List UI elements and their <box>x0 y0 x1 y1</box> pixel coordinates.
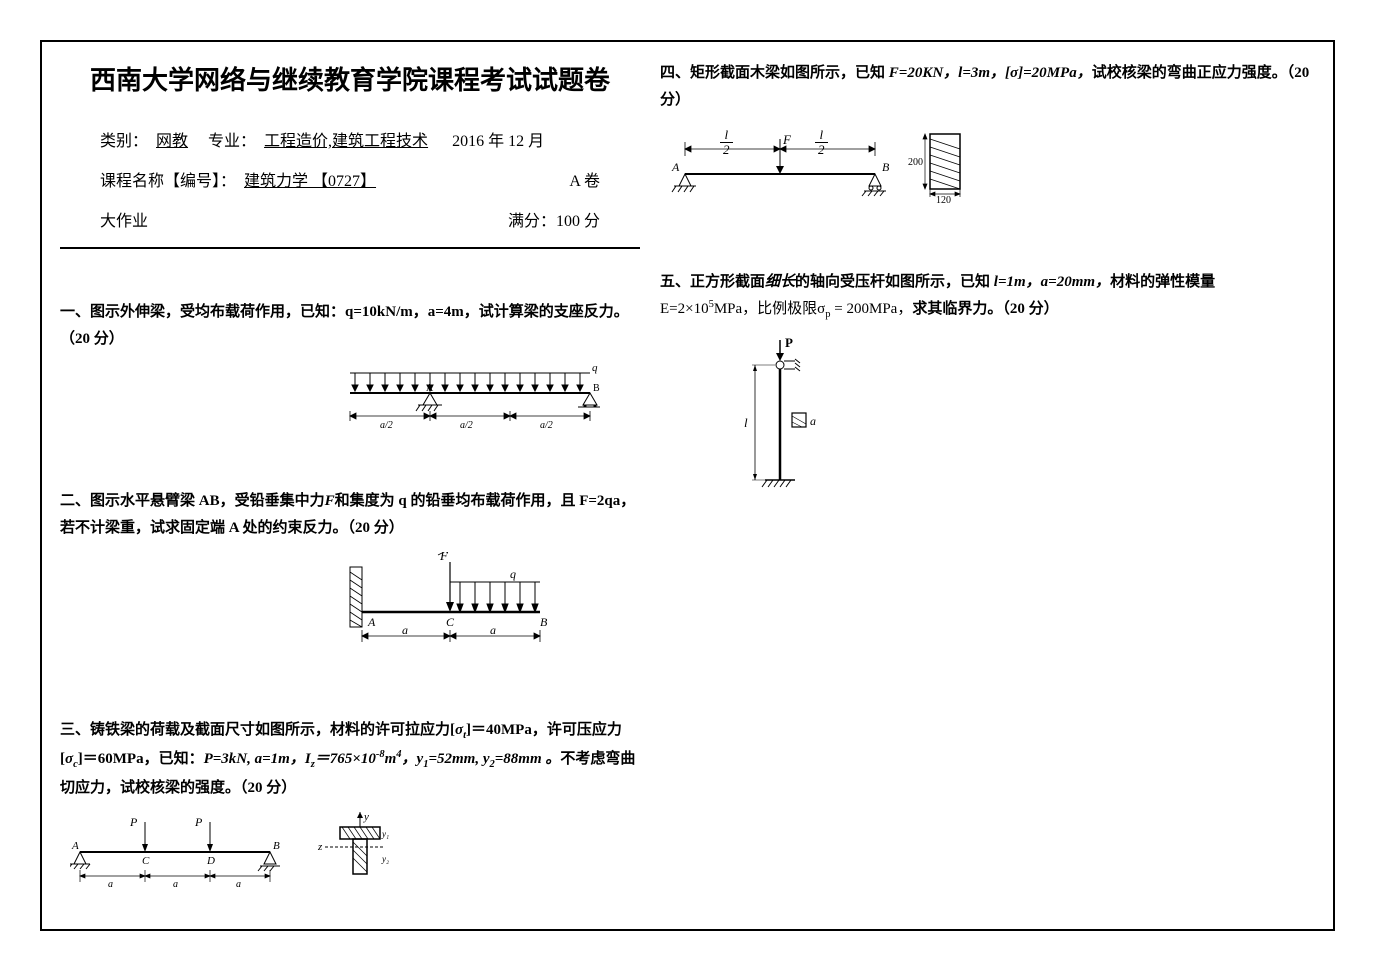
meta-line-3: 大作业 满分：100 分 <box>60 207 640 231</box>
q5-label-a: a <box>810 414 816 428</box>
q2-label-B: B <box>540 615 548 629</box>
q5-thin: 细长 <box>765 274 795 290</box>
q3-label-z: z <box>317 841 323 853</box>
q5-diagram: P l a <box>660 335 1320 510</box>
q3-text-a: 三、铸铁梁的荷载及截面尺寸如图所示，材料的许可拉应力[ <box>60 722 455 738</box>
q3-label-A: A <box>71 840 79 852</box>
q5-param2: E=2×105MPa，比例极限σp = 200MPa， <box>660 301 912 317</box>
q3-label-y: y <box>363 812 369 823</box>
q3-label-P1: P <box>129 815 138 829</box>
q1-label-A: A <box>426 383 434 394</box>
q1-text-a: 一、图示外伸梁，受均布载荷作用，已知： <box>60 304 345 320</box>
label-homework: 大作业 <box>100 213 148 230</box>
q1-text: 一、图示外伸梁，受均布载荷作用，已知：q=10kN/m，a=4m，试计算梁的支座… <box>60 299 640 353</box>
q4-text: 四、矩形截面木梁如图所示，已知 F=20KN，l=3m，[σ]=20MPa，试校… <box>660 60 1320 114</box>
q4-label-A: A <box>671 160 680 174</box>
label-course: 课程名称【编号】： <box>100 173 236 190</box>
value-date: 2016 年 12 月 <box>452 133 544 150</box>
meta-line-2: 课程名称【编号】： 建筑力学 【0727】 A 卷 <box>60 167 640 191</box>
q4-frac-den-1: 2 <box>720 143 733 157</box>
q2-dim-2: a <box>490 623 496 637</box>
q3-label-B: B <box>273 840 280 852</box>
q3-label-D: D <box>206 855 215 867</box>
q2-text: 二、图示水平悬臂梁 AB，受铅垂集中力F和集度为 q 的铅垂均布载荷作用，且 F… <box>60 488 640 542</box>
q1-diagram: q A B <box>60 363 640 438</box>
q5-param1: l=1m，a=20mm， <box>994 274 1110 290</box>
q4-label-B: B <box>882 160 890 174</box>
q3-label-y1: y₁ <box>381 829 389 839</box>
q3-text-c: ]＝60MPa，已知： <box>78 751 204 767</box>
q5-text-a: 五、正方形截面 <box>660 274 765 290</box>
exam-title: 西南大学网络与继续教育学院课程考试试题卷 <box>60 60 640 97</box>
q5-text: 五、正方形截面细长的轴向受压杆如图所示，已知 l=1m，a=20mm，材料的弹性… <box>660 269 1320 325</box>
question-4: 四、矩形截面木梁如图所示，已知 F=20KN，l=3m，[σ]=20MPa，试校… <box>660 60 1320 219</box>
q3-sigma-c: σc <box>65 751 78 767</box>
meta-line-1: 类别： 网教 专业： 工程造价,建筑工程技术 2016 年 12 月 <box>60 127 640 151</box>
right-column: 四、矩形截面木梁如图所示，已知 F=20KN，l=3m，[σ]=20MPa，试校… <box>660 60 1320 560</box>
q4-label-w: 120 <box>936 195 951 206</box>
q5-text-c: 材料的弹性模量 <box>1110 274 1215 290</box>
header-divider <box>60 247 640 249</box>
question-1: 一、图示外伸梁，受均布载荷作用，已知：q=10kN/m，a=4m，试计算梁的支座… <box>60 299 640 438</box>
q2-F: F <box>325 493 335 509</box>
left-column: 西南大学网络与继续教育学院课程考试试题卷 类别： 网教 专业： 工程造价,建筑工… <box>60 60 640 897</box>
q5-text-d: 求其临界力。（20 分） <box>912 301 1058 317</box>
q4-frac-den-2: 2 <box>815 143 828 157</box>
value-major: 工程造价,建筑工程技术 <box>260 133 432 150</box>
q3-text: 三、铸铁梁的荷载及截面尺寸如图所示，材料的许可拉应力[σt]＝40MPa，许可压… <box>60 717 640 802</box>
q1-dim-1: a/2 <box>380 420 393 431</box>
q5-label-l: l <box>744 415 748 430</box>
q3-label-C: C <box>142 855 150 867</box>
value-paper: A 卷 <box>569 167 640 191</box>
q4-diagram: F A B l2 <box>660 124 1320 219</box>
q3-sigma-t: σt <box>455 722 466 738</box>
q4-params: F=20KN，l=3m，[σ]=20MPa， <box>889 65 1092 81</box>
q2-diagram: F q A C B <box>60 552 640 667</box>
q5-text-b: 的轴向受压杆如图所示，已知 <box>795 274 994 290</box>
q3-dim-1: a <box>108 879 113 890</box>
q3-params: P=3kN, a=1m，Iz＝765×10-8m4，y1=52mm, y2=88… <box>204 751 561 767</box>
question-3: 三、铸铁梁的荷载及截面尺寸如图所示，材料的许可拉应力[σt]＝40MPa，许可压… <box>60 717 640 897</box>
q1-dim-3: a/2 <box>540 420 553 431</box>
q2-label-C: C <box>446 615 455 629</box>
q1-dim-2: a/2 <box>460 420 473 431</box>
question-2: 二、图示水平悬臂梁 AB，受铅垂集中力F和集度为 q 的铅垂均布载荷作用，且 F… <box>60 488 640 667</box>
q3-dim-2: a <box>173 879 178 890</box>
q3-dim-3: a <box>236 879 241 890</box>
value-category: 网教 <box>152 133 192 150</box>
q4-label-F: F <box>782 132 792 147</box>
label-major: 专业： <box>208 133 256 150</box>
value-fullscore: 满分：100 分 <box>508 207 640 231</box>
q4-frac-num-2: l <box>815 128 828 143</box>
q4-frac-num-1: l <box>720 128 733 143</box>
q2-dim-1: a <box>402 623 408 637</box>
q2-label-q: q <box>510 567 516 581</box>
q3-label-P2: P <box>194 815 203 829</box>
question-5: 五、正方形截面细长的轴向受压杆如图所示，已知 l=1m，a=20mm，材料的弹性… <box>660 269 1320 510</box>
q1-params: q=10kN/m，a=4m， <box>345 304 479 320</box>
q3-label-y2: y₂ <box>381 854 389 864</box>
q1-label-B: B <box>593 383 600 394</box>
label-category: 类别： <box>100 133 148 150</box>
q3-diagram: P P A B C D <box>60 812 640 897</box>
value-course: 建筑力学 【0727】 <box>240 173 380 190</box>
q4-label-h: 200 <box>908 157 923 168</box>
q4-text-a: 四、矩形截面木梁如图所示，已知 <box>660 65 889 81</box>
q5-label-P: P <box>785 335 793 350</box>
q1-label-q: q <box>592 363 598 374</box>
q2-text-a: 二、图示水平悬臂梁 AB，受铅垂集中力 <box>60 493 325 509</box>
q2-label-A: A <box>367 615 376 629</box>
